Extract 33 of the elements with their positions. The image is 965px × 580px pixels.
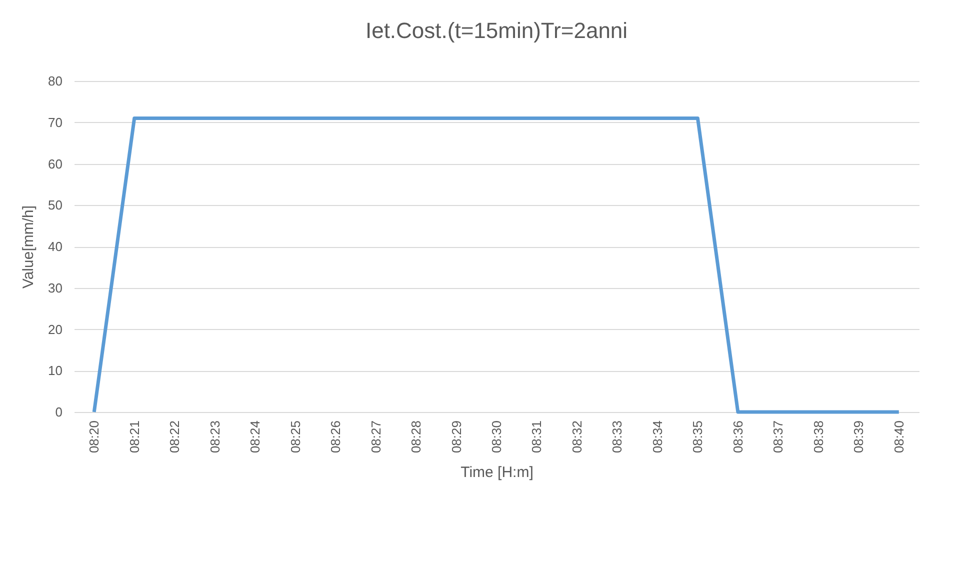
x-tick-label: 08:23 [207, 420, 222, 454]
x-tick-label: 08:20 [86, 420, 102, 454]
x-tick-label: 08:38 [810, 420, 826, 454]
x-tick-label: 08:26 [328, 420, 344, 454]
y-tick-label: 10 [48, 363, 62, 378]
x-tick-label: 08:39 [851, 420, 866, 454]
x-tick-label: 08:40 [891, 420, 906, 454]
y-tick-label: 50 [48, 198, 62, 213]
y-tick-label: 40 [48, 239, 62, 254]
x-tick-label: 08:29 [448, 420, 464, 454]
x-tick-label: 08:24 [248, 420, 263, 454]
x-tick-label: 08:25 [288, 420, 303, 454]
x-tick-label: 08:22 [167, 420, 182, 454]
y-tick-label: 0 [55, 404, 62, 420]
x-tick-label: 08:36 [730, 420, 746, 454]
x-tick-label: 08:30 [489, 420, 504, 454]
x-tick-label: 08:27 [368, 420, 384, 454]
x-tick-label: 08:21 [126, 420, 142, 454]
y-tick-label: 30 [48, 280, 62, 296]
chart-title: Iet.Cost.(t=15min)Tr=2anni [365, 18, 628, 43]
x-tick-label: 08:33 [610, 420, 625, 454]
y-tick-label: 60 [48, 156, 62, 172]
y-tick-label: 70 [48, 114, 62, 130]
x-tick-label: 08:34 [650, 420, 665, 454]
x-tick-label: 08:28 [408, 420, 424, 454]
x-tick-label: 08:32 [569, 420, 584, 454]
y-tick-label: 20 [48, 322, 62, 337]
x-axis-title: Time [H:m] [460, 464, 534, 482]
x-tick-label: 08:37 [770, 420, 786, 454]
y-tick-label: 80 [48, 74, 62, 88]
y-axis-title: Value[mm/h] [20, 205, 38, 289]
x-tick-label: 08:35 [690, 420, 706, 454]
x-tick-label: 08:31 [529, 420, 544, 454]
